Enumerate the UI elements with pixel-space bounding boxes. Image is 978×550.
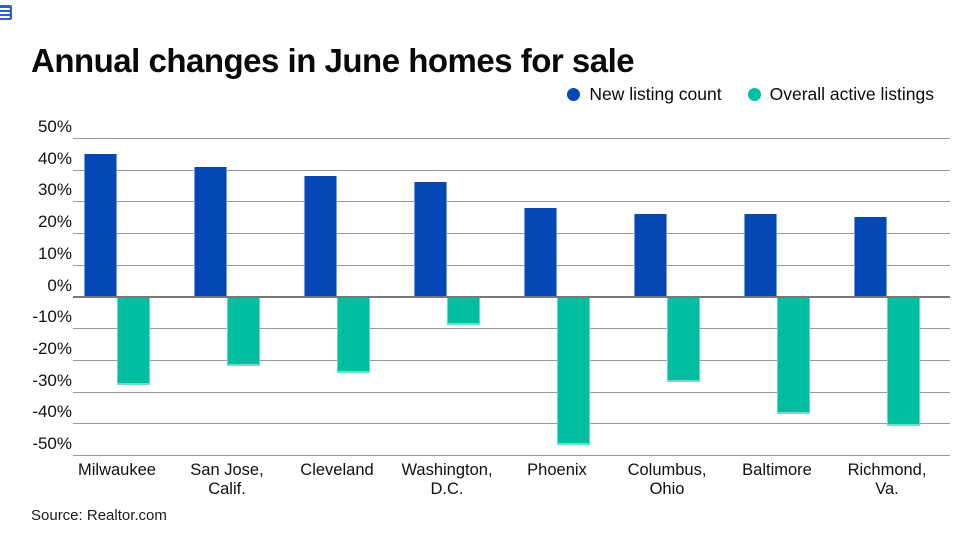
legend-item-new-listing-count: New listing count [567,84,722,105]
gridline [73,233,950,235]
y-axis-tick-label: -50% [32,434,72,453]
legend: New listing count Overall active listing… [567,84,934,105]
gridline [73,455,950,456]
gridline [73,138,950,139]
bar-overall-active-listings [777,296,810,414]
y-axis-tick-label: -20% [32,338,72,358]
x-axis-category-label: Baltimore [742,461,812,479]
zero-axis-line [73,295,950,298]
gridline [73,264,950,266]
legend-dot-teal-icon [747,88,761,101]
legend-label: New listing count [589,84,722,104]
bar-new-listing-count [634,214,667,297]
bar-new-listing-count [414,182,447,297]
y-axis-tick-label: -40% [32,402,72,422]
x-axis-category-label: Columbus, Ohio [627,461,707,498]
gridline [73,169,950,171]
bar-new-listing-count [304,176,337,297]
x-axis-category-label: Richmond, Va. [847,461,927,498]
bar-overall-active-listings [227,296,260,367]
gridline [73,359,950,361]
bar-new-listing-count [194,166,227,297]
gridline [73,423,950,425]
gridline [73,328,950,330]
bar-new-listing-count [84,153,117,297]
x-axis-category-label: Washington, D.C. [401,461,493,498]
bar-new-listing-count [524,207,557,297]
hamburger-menu-icon[interactable] [0,5,12,20]
x-axis-category-label: Phoenix [527,461,587,479]
legend-label: Overall active listings [769,84,934,104]
x-axis-category-label: San Jose, Calif. [190,461,264,498]
bar-overall-active-listings [117,296,150,386]
y-axis-tick-label: 0% [47,275,72,295]
chart-title: Annual changes in June homes for sale [31,42,635,80]
bar-overall-active-listings [667,296,700,383]
gridline [73,201,950,203]
x-axis-category-label: Cleveland [300,461,374,479]
bar-new-listing-count [744,214,777,297]
y-axis-tick-label: 10% [37,243,72,263]
legend-dot-blue-icon [567,88,581,101]
y-axis-tick-label: 50% [37,117,72,136]
bar-new-listing-count [854,217,887,297]
y-axis-tick-label: 30% [37,180,72,200]
y-axis-tick-label: -30% [32,370,72,390]
bar-overall-active-listings [557,296,590,446]
y-axis-tick-label: -10% [32,307,72,327]
legend-item-overall-active-listings: Overall active listings [747,84,934,105]
y-axis-tick-label: 20% [37,212,72,232]
bar-overall-active-listings [447,296,480,326]
y-axis-tick-label: 40% [37,148,72,168]
bar-overall-active-listings [887,296,920,427]
source-attribution: Source: Realtor.com [31,507,167,524]
bar-overall-active-listings [337,296,370,373]
x-axis-category-label: Milwaukee [78,461,156,479]
gridline [73,391,950,393]
